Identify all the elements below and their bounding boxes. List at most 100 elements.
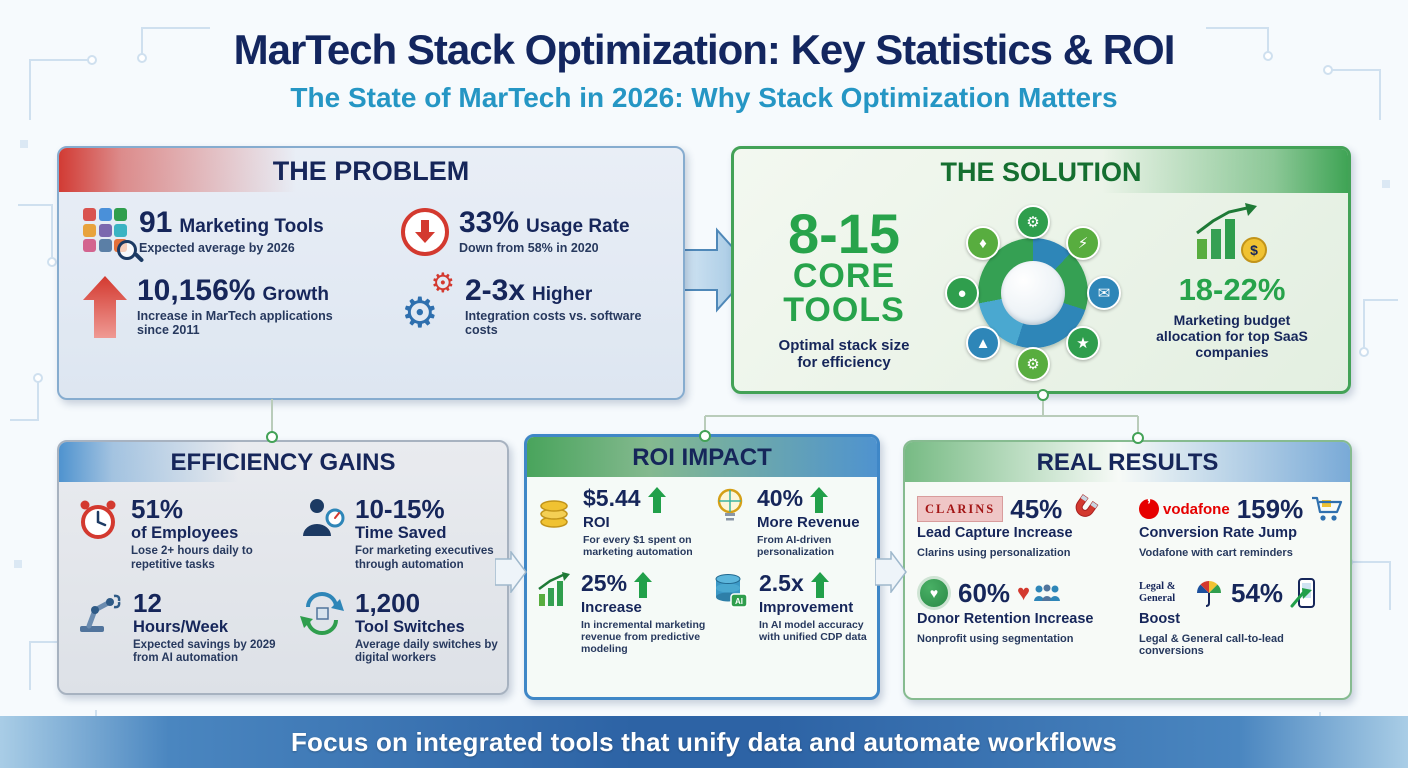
stat-label: ROI xyxy=(583,514,610,531)
stat-desc: In incremental marketing revenue from pr… xyxy=(581,618,706,655)
stat-desc: Integration costs vs. software costs xyxy=(465,309,642,338)
hub-node-icon: ★ xyxy=(1066,326,1100,360)
core-tools-value: 8-15 xyxy=(787,202,901,265)
up-arrow-icon xyxy=(810,487,829,513)
problem-stat-growth: 10,156% Growth Increase in MarTech applic… xyxy=(83,276,401,343)
hub-node-icon: ⚙ xyxy=(1016,205,1050,239)
efficiency-panel-title: EFFICIENCY GAINS xyxy=(59,442,507,482)
robot-arm-icon xyxy=(75,590,123,639)
svg-text:AI: AI xyxy=(735,597,743,606)
page-header: MarTech Stack Optimization: Key Statisti… xyxy=(0,26,1408,114)
stat-label: Usage Rate xyxy=(526,216,630,237)
core-tools-word2: TOOLS xyxy=(783,290,905,329)
efficiency-stat-hours-week: 12 Hours/Week Expected savings by 2029 f… xyxy=(75,590,299,666)
usage-down-icon xyxy=(401,208,449,256)
solution-panel-title: THE SOLUTION xyxy=(734,149,1348,193)
stat-label: of Employees xyxy=(131,524,239,542)
large-gear-icon: ⚙ xyxy=(401,289,439,336)
solution-panel: THE SOLUTION 8-15 CORE TOOLS Optimal sta… xyxy=(731,146,1351,394)
stat-value: 45% xyxy=(1010,494,1063,524)
bar-chart-icon xyxy=(537,571,571,613)
result-stat-clarins: CLARINS 45% Lead Capture Increase Clarin… xyxy=(917,494,1139,560)
stat-value: 2.5x xyxy=(759,569,804,596)
core-tools-word1: CORE xyxy=(792,257,896,296)
stat-desc: Expected average by 2026 xyxy=(139,241,295,255)
stat-label: Hours/Week xyxy=(133,617,229,636)
stat-value: 1,200 xyxy=(355,587,421,618)
stat-value: 91 xyxy=(139,206,173,239)
hub-node-icon: ● xyxy=(945,276,979,310)
roi-stat-more-revenue: 40% More Revenue From AI-driven personal… xyxy=(713,487,873,558)
budget-desc: Marketing budget allocation for top SaaS… xyxy=(1156,312,1308,361)
stat-label: Increase xyxy=(581,598,642,616)
stat-value: 33% xyxy=(459,206,520,239)
stat-value: 60% xyxy=(958,577,1011,608)
stat-value: 10-15% xyxy=(355,494,445,524)
stat-label: Donor Retention Increase xyxy=(917,610,1094,627)
donor-heart-icon: ♥ xyxy=(1017,581,1061,604)
small-gear-icon: ⚙ xyxy=(430,268,455,298)
result-stat-legal-general: Legal & General 54% B xyxy=(1139,576,1346,658)
up-arrow-icon xyxy=(647,487,666,513)
panel-connector-arrow xyxy=(495,551,527,593)
stat-value: 159% xyxy=(1236,494,1304,524)
page-title: MarTech Stack Optimization: Key Statisti… xyxy=(233,26,1176,73)
solution-core-tools-block: 8-15 CORE TOOLS Optimal stack size for e… xyxy=(758,202,930,371)
result-stat-nonprofit: ♥ 60% ♥ Donor Retention Increase Nonprof… xyxy=(917,575,1139,658)
hub-core xyxy=(1001,261,1065,325)
stat-label: Higher xyxy=(532,284,593,305)
stat-label: Boost xyxy=(1139,610,1181,627)
problem-panel-title: THE PROBLEM xyxy=(59,148,683,192)
problem-stat-usage-rate: 33% Usage Rate Down from 58% in 2020 xyxy=(401,208,669,256)
phone-icon xyxy=(1290,577,1316,608)
stat-value: 51% xyxy=(131,494,184,524)
stat-value: 12 xyxy=(133,587,162,618)
stat-desc: Down from 58% in 2020 xyxy=(459,241,599,255)
magnifier-icon xyxy=(117,240,137,260)
coins-icon xyxy=(537,487,573,534)
footer-text: Focus on integrated tools that unify dat… xyxy=(290,726,1118,757)
magnet-icon xyxy=(1075,494,1099,517)
nonprofit-badge-icon: ♥ xyxy=(917,575,951,610)
solution-hub-diagram: ⚙ ⚡ ✉ ★ ⚙ ▲ ● ♦ xyxy=(945,205,1121,381)
stat-value: $5.44 xyxy=(583,485,641,511)
integration-gears-icon: ⚙ ⚙ xyxy=(401,270,455,336)
stat-desc: For marketing executives through automat… xyxy=(355,545,494,571)
roi-impact-panel: ROI IMPACT $5.44 ROI For every $1 spent … xyxy=(524,434,880,700)
real-results-panel: REAL RESULTS CLARINS 45% Lead Capture In… xyxy=(903,440,1352,700)
tool-switch-cycle-icon xyxy=(299,590,345,641)
stat-label: More Revenue xyxy=(757,514,860,531)
stat-label: Growth xyxy=(262,284,329,305)
vodafone-logo: ’ vodafone xyxy=(1139,498,1230,519)
hub-node-icon: ⚡ xyxy=(1066,226,1100,260)
stat-label: Lead Capture Increase xyxy=(917,525,1073,541)
hub-node-icon: ▲ xyxy=(966,326,1000,360)
stat-desc: Clarins using personalization xyxy=(917,546,1071,559)
roi-stat-roi: $5.44 ROI For every $1 spent on marketin… xyxy=(537,487,713,558)
panel-connector-arrow xyxy=(875,551,907,593)
growth-up-arrow-icon xyxy=(83,276,127,343)
stat-value: 54% xyxy=(1231,577,1284,608)
up-arrow-icon xyxy=(810,571,829,598)
stat-desc: Vodafone with cart reminders xyxy=(1139,546,1293,559)
stat-desc: Average daily switches by digital worker… xyxy=(355,639,498,665)
clarins-logo: CLARINS xyxy=(917,496,1004,522)
roi-panel-title: ROI IMPACT xyxy=(527,437,877,477)
hub-node-icon: ✉ xyxy=(1087,276,1121,310)
stat-value: 25% xyxy=(581,569,628,596)
problem-stat-marketing-tools: 91 Marketing Tools Expected average by 20… xyxy=(83,206,401,260)
clock-icon xyxy=(75,496,121,547)
executive-gauge-icon xyxy=(299,496,345,545)
efficiency-stat-employees: 51% of Employees Lose 2+ hours daily to … xyxy=(75,496,299,572)
database-ai-icon: AI xyxy=(713,572,749,615)
lightbulb-icon xyxy=(713,487,747,532)
umbrella-icon xyxy=(1197,580,1221,607)
problem-panel: THE PROBLEM 91 Marketing Tools Expected a… xyxy=(57,146,685,400)
people-icon xyxy=(1034,584,1061,601)
stat-value: 40% xyxy=(757,485,804,511)
solution-budget-block: $ 18-22% Marketing budget allocation for… xyxy=(1136,203,1328,360)
problem-stat-integration-costs: ⚙ ⚙ 2-3x Higher Integration costs vs. sof… xyxy=(401,270,669,343)
stat-value: 10,156% xyxy=(137,274,256,307)
efficiency-stat-tool-switches: 1,200 Tool Switches Average daily switch… xyxy=(299,590,499,666)
stat-desc: From AI-driven personalization xyxy=(757,533,835,558)
